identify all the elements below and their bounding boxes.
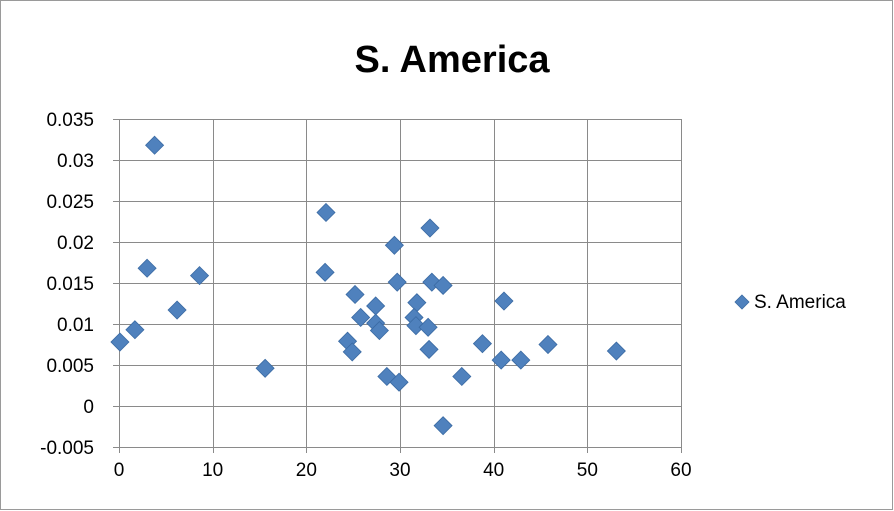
data-point — [472, 334, 492, 354]
data-point — [145, 135, 165, 155]
data-point — [407, 293, 427, 313]
x-tick-label: 60 — [670, 460, 691, 481]
legend-marker — [734, 294, 750, 310]
data-point — [125, 320, 145, 340]
y-tick-label: 0.02 — [57, 233, 94, 254]
data-point — [494, 291, 514, 311]
y-tick-label: 0.025 — [46, 192, 94, 213]
data-point — [418, 317, 438, 337]
data-point — [433, 275, 453, 296]
x-tick-label: 40 — [483, 460, 504, 481]
data-point — [419, 339, 439, 359]
data-point — [384, 235, 404, 255]
legend-label: S. America — [754, 292, 846, 313]
x-tick-label: 0 — [114, 460, 125, 481]
data-point — [433, 416, 453, 436]
legend: S. America — [734, 292, 846, 313]
data-point — [315, 262, 335, 282]
x-tick-label: 10 — [202, 460, 223, 481]
data-point — [255, 358, 275, 378]
grid-lines — [113, 119, 682, 453]
y-tick-label: 0 — [83, 397, 94, 418]
y-tick-label: 0.015 — [46, 274, 94, 295]
chart-title: S. America — [354, 39, 550, 81]
data-point — [606, 341, 626, 361]
data-point — [387, 272, 407, 292]
data-point — [369, 320, 389, 341]
data-point — [422, 272, 442, 292]
y-tick-label: -0.005 — [40, 438, 94, 459]
x-tick-label: 30 — [389, 460, 410, 481]
data-point — [389, 372, 409, 392]
data-point — [110, 332, 130, 352]
y-tick-label: 0.005 — [46, 356, 94, 377]
data-point — [366, 296, 386, 316]
data-point — [452, 366, 472, 387]
data-point — [342, 342, 362, 362]
data-point — [189, 266, 210, 286]
data-points — [110, 135, 626, 436]
x-tick-label: 20 — [296, 460, 317, 481]
data-point — [345, 284, 365, 305]
y-tick-label: 0.035 — [46, 110, 94, 131]
x-tick-label: 50 — [577, 460, 598, 481]
y-tick-label: 0.01 — [57, 315, 94, 336]
y-tick-label: 0.03 — [57, 151, 94, 172]
data-point — [137, 258, 157, 278]
data-point — [420, 218, 440, 238]
data-point — [511, 350, 531, 370]
data-point — [316, 202, 336, 223]
data-point — [406, 316, 426, 336]
tick-labels: -0.005 0 0.005 0.01 0.015 0.02 0.025 0.03 0.035 0… — [40, 110, 691, 481]
data-point — [377, 366, 397, 387]
data-point — [167, 300, 187, 320]
data-point — [351, 307, 371, 328]
data-point — [538, 334, 558, 355]
data-point — [491, 350, 511, 370]
